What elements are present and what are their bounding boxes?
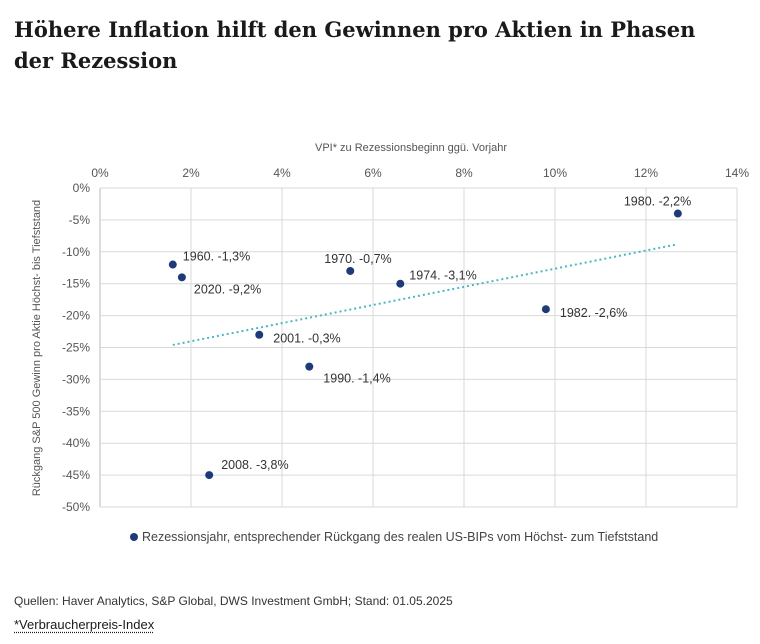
x-axis-ticks: 0% 2% 4% 6% 8% 10% 12% 14%	[91, 166, 749, 180]
point-label: 1982. -2,6%	[560, 306, 627, 320]
data-point	[541, 305, 550, 314]
x-tick-label: 14%	[725, 166, 749, 180]
point-label: 2008. -3,8%	[221, 458, 288, 472]
point-label: 2001. -0,3%	[273, 332, 340, 346]
data-point	[177, 273, 186, 282]
x-tick-label: 10%	[543, 166, 567, 180]
y-tick-label: -15%	[62, 277, 90, 291]
trendline-group	[172, 243, 679, 346]
x-tick-label: 8%	[455, 166, 473, 180]
point-labels: 1960. -1,3% 2020. -9,2% 2008. -3,8% 2001. -…	[183, 195, 691, 473]
scatter-chart: 0% 2% 4% 6% 8% 10% 12% 14% 0% -5% -10% -15% -20% -25…	[31, 142, 749, 544]
legend-text: Rezessionsjahr, entsprechender Rückgang …	[142, 530, 658, 544]
y-axis-ticks: 0% -5% -10% -15% -20% -25% -30% -35% -40% -45% -50…	[62, 181, 90, 514]
data-points	[168, 209, 682, 480]
legend-marker	[130, 533, 138, 541]
footnote-link[interactable]: *Verbraucherpreis-Index	[14, 617, 155, 632]
x-tick-label: 12%	[634, 166, 658, 180]
data-point	[168, 260, 177, 269]
point-label: 2020. -9,2%	[194, 282, 261, 296]
y-tick-label: -20%	[62, 309, 90, 323]
y-tick-label: -25%	[62, 341, 90, 355]
y-tick-label: -35%	[62, 404, 90, 418]
y-tick-label: -45%	[62, 468, 90, 482]
source-note: Quellen: Haver Analytics, S&P Global, DW…	[14, 594, 453, 608]
x-tick-label: 0%	[91, 166, 109, 180]
y-tick-label: -10%	[62, 245, 90, 259]
trendline	[172, 243, 679, 346]
point-label: 1980. -2,2%	[624, 195, 691, 209]
data-point	[255, 330, 264, 339]
y-tick-label: 0%	[73, 181, 91, 195]
point-label: 1974. -3,1%	[409, 269, 476, 283]
y-tick-label: -30%	[62, 372, 90, 386]
data-point	[305, 362, 314, 371]
chart-title: Höhere Inflation hilft den Gewinnen pro …	[14, 17, 696, 73]
point-label: 1990. -1,4%	[323, 372, 390, 386]
x-axis-title: VPI* zu Rezessionsbeginn ggü. Vorjahr	[315, 142, 507, 154]
y-tick-label: -50%	[62, 500, 90, 514]
point-label: 1960. -1,3%	[183, 250, 250, 264]
y-tick-label: -5%	[69, 213, 91, 227]
y-axis-title: Rückgang S&P 500 Gewinn pro Aktie Höchst…	[31, 200, 43, 496]
grid-lines	[99, 187, 738, 508]
data-point	[346, 266, 355, 275]
x-tick-label: 6%	[364, 166, 382, 180]
data-point	[205, 471, 214, 480]
data-point	[673, 209, 682, 218]
data-point	[396, 279, 405, 288]
point-label: 1970. -0,7%	[324, 252, 391, 266]
y-tick-label: -40%	[62, 436, 90, 450]
x-tick-label: 4%	[273, 166, 291, 180]
x-tick-label: 2%	[182, 166, 200, 180]
